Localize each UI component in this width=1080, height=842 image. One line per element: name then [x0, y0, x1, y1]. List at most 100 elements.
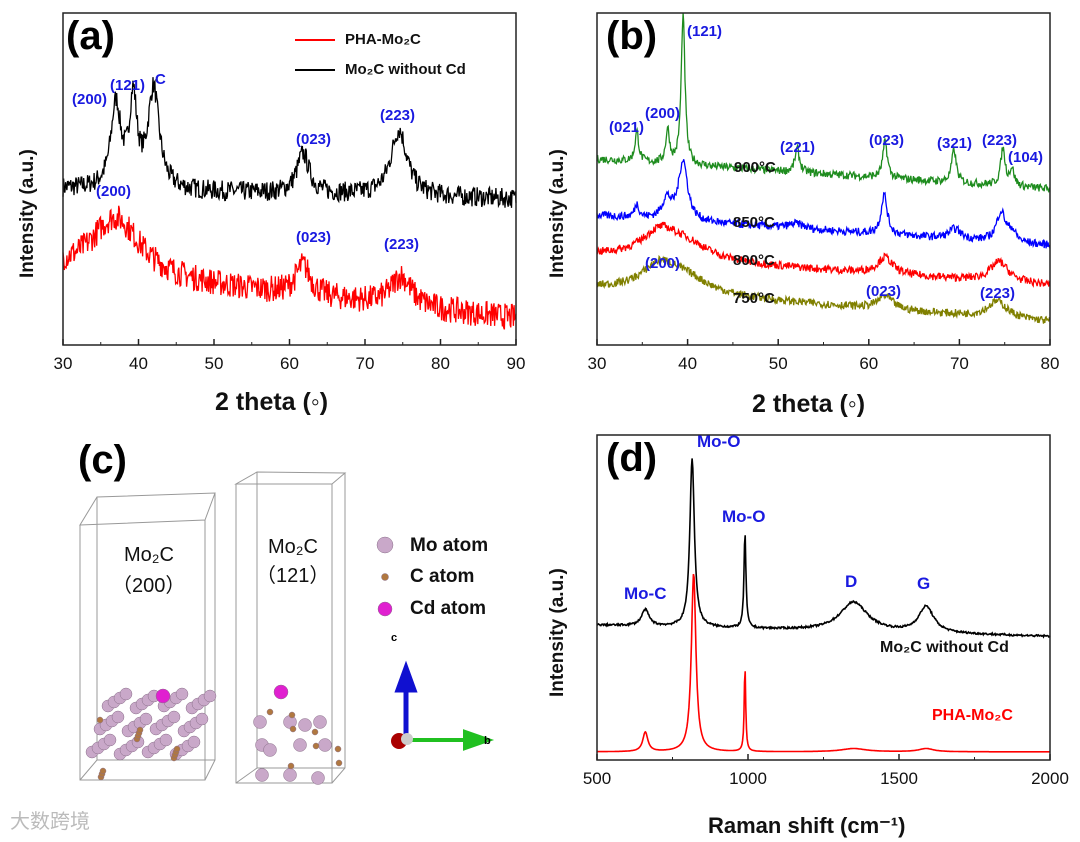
y-axis-title-a: Intensity (a.u.) — [17, 149, 38, 278]
x-tick-label: 1500 — [880, 769, 918, 788]
x-tick-label: 40 — [129, 354, 148, 373]
series-label-pha-mo2c: PHA-Mo₂C — [932, 707, 1013, 724]
x-tick-label: 1000 — [729, 769, 767, 788]
axis-c-label: c — [391, 632, 398, 644]
mo-atom — [167, 710, 181, 724]
mo-atom — [311, 771, 325, 785]
mo-atom — [175, 687, 189, 701]
mo-atom — [195, 712, 209, 726]
peak-label: (223) — [982, 132, 1018, 149]
c-atom — [288, 711, 296, 719]
mo-atom — [263, 743, 277, 757]
x-axis-title-b: 2 theta (◦) — [752, 390, 866, 418]
legend-mo2c-without-cd: Mo₂C without Cd — [345, 61, 466, 78]
cd-atom — [155, 688, 171, 704]
peak-label: (223) — [384, 236, 420, 253]
series-line — [596, 221, 1051, 288]
x-tick-label: 80 — [1041, 354, 1060, 373]
x-axis-title-d: Raman shift (cm⁻¹) — [708, 813, 906, 838]
x-tick-label: 50 — [205, 354, 224, 373]
series-line — [596, 254, 1051, 324]
panel-c-label: (c) — [78, 438, 127, 482]
c-atom — [335, 759, 343, 767]
panel-b-label: (b) — [606, 14, 658, 58]
x-tick-label: 70 — [356, 354, 375, 373]
chart-b: 30 40 50 60 70 80 — [588, 12, 1060, 373]
peak-label: (021) — [609, 119, 645, 136]
x-tick-label: 70 — [950, 354, 969, 373]
series-line — [62, 205, 517, 330]
mo-atom — [293, 738, 307, 752]
cd-atom — [273, 684, 289, 700]
peak-label: (223) — [380, 107, 416, 124]
x-axis-title-a: 2 theta (◦) — [215, 388, 329, 416]
peak-label: Mo-O — [722, 507, 766, 526]
unit-cell-200 — [79, 492, 216, 781]
series-label-800: 800°C — [733, 252, 775, 269]
c-atom — [266, 708, 274, 716]
axis-origin — [401, 733, 413, 745]
mo-atom — [318, 738, 332, 752]
c-atom — [96, 716, 104, 724]
x-tick-label: 60 — [859, 354, 878, 373]
peak-label: (023) — [296, 131, 332, 148]
mo-atom — [298, 718, 312, 732]
chart-a: 30 40 50 60 70 80 90 — [54, 12, 526, 373]
peak-label: (223) — [980, 285, 1016, 302]
series-label-750: 750°C — [733, 290, 775, 307]
legend-pha-mo2c: PHA-Mo₂C — [345, 31, 421, 48]
peak-label: (121) — [687, 23, 723, 40]
mo-atom — [203, 689, 217, 703]
peak-label: (023) — [869, 132, 905, 149]
mo-atom — [255, 768, 269, 782]
x-tick-label: 90 — [507, 354, 526, 373]
peak-label: (221) — [780, 139, 816, 156]
c-atom — [287, 762, 295, 770]
peak-label: (200) — [645, 255, 681, 272]
watermark: 大数跨境 — [10, 811, 90, 833]
x-tick-label: 40 — [678, 354, 697, 373]
chart-d: 500 1000 1500 2000 — [583, 434, 1069, 788]
legend-cd-atom: Cd atom — [410, 598, 486, 619]
peak-label: (200) — [645, 105, 681, 122]
peak-label: (104) — [1008, 149, 1044, 166]
unit-cell-121 — [234, 471, 347, 784]
peak-label: (200) — [96, 183, 132, 200]
x-tick-label: 30 — [588, 354, 607, 373]
mo-atom — [187, 735, 201, 749]
mo-atom — [283, 768, 297, 782]
peak-label: Mo-O — [697, 432, 741, 451]
mo-atom — [139, 712, 153, 726]
box2-plane: （121） — [256, 565, 330, 587]
x-tick-label: 30 — [54, 354, 73, 373]
legend-c-atom: C atom — [410, 566, 475, 587]
peak-label: (023) — [866, 283, 902, 300]
series-line — [596, 159, 1051, 249]
x-tick-label: 2000 — [1031, 769, 1069, 788]
series-label-900: 900°C — [734, 159, 776, 176]
series-line — [62, 77, 517, 209]
c-atom — [289, 725, 297, 733]
peak-label: G — [917, 574, 931, 593]
mo-atom — [119, 687, 133, 701]
x-tick-label: 60 — [280, 354, 299, 373]
c-atom — [312, 742, 320, 750]
axis-b-arrow — [406, 729, 495, 751]
series-line — [596, 458, 1051, 639]
axis-b-label: b — [484, 735, 491, 747]
box1-formula: Mo₂C — [124, 544, 174, 566]
x-tick-label: 80 — [431, 354, 450, 373]
series-label-mo2c-without-cd: Mo₂C without Cd — [880, 639, 1009, 656]
c-atom — [99, 767, 107, 775]
mo-atom — [313, 715, 327, 729]
y-axis-title-d: Intensity (a.u.) — [547, 568, 568, 697]
mo-atom — [159, 733, 173, 747]
x-tick-label: 50 — [769, 354, 788, 373]
box2-formula: Mo₂C — [268, 536, 318, 558]
panel-a-label: (a) — [66, 14, 115, 58]
peak-label: (200) — [72, 91, 108, 108]
peak-label: Mo-C — [624, 584, 667, 603]
legend-c-atom-icon — [381, 573, 389, 581]
